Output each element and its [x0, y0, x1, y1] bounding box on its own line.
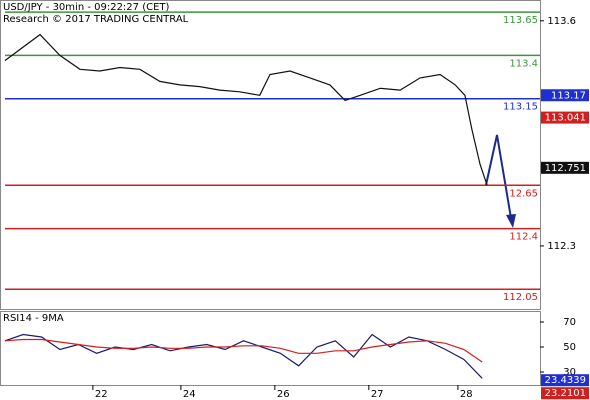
forecast-arrow: [485, 134, 516, 228]
price-marker: [541, 89, 589, 102]
price-marker-label: 113.17: [551, 90, 586, 101]
source: Research © 2017 TRADING CENTRAL: [3, 14, 189, 25]
price-marker-label: 23.2101: [545, 388, 586, 399]
x-tick-label: 27: [371, 389, 384, 400]
series-line: [4, 33, 488, 186]
x-tick-label: 22: [95, 389, 108, 400]
level-label: 113.4: [509, 58, 538, 69]
x-tick-label: 28: [460, 389, 473, 400]
y-tick-label: 112.3: [547, 241, 576, 252]
level-label: 113.65: [503, 15, 538, 26]
price-marker-label: 112.751: [545, 163, 586, 174]
level-label: 12.65: [509, 188, 538, 199]
price-marker: [541, 374, 589, 387]
price-marker: [541, 111, 589, 124]
price-panel: [0, 0, 541, 310]
price-marker-label: 23.4339: [545, 375, 586, 386]
x-tick-label: 24: [183, 389, 196, 400]
chart-title: USD/JPY - 30min - 09:22:27 (CET): [3, 2, 170, 13]
rsi-panel: [0, 311, 541, 386]
level-label: 112.4: [509, 232, 538, 243]
level-label: 112.05: [503, 292, 538, 303]
level-label: 113.15: [503, 102, 538, 113]
x-tick-label: 26: [277, 389, 290, 400]
series-line: [4, 333, 483, 379]
price-marker-label: 113.041: [545, 113, 586, 124]
series-line: [4, 338, 483, 363]
price-marker: [541, 161, 589, 174]
price-marker: [541, 387, 589, 400]
y-tick-label: 30: [563, 367, 576, 378]
rsi-title: RSI14 - 9MA: [3, 313, 64, 324]
y-tick-label: 70: [563, 317, 576, 328]
y-tick-label: 50: [563, 342, 576, 353]
y-tick-label: 113.6: [547, 16, 576, 27]
